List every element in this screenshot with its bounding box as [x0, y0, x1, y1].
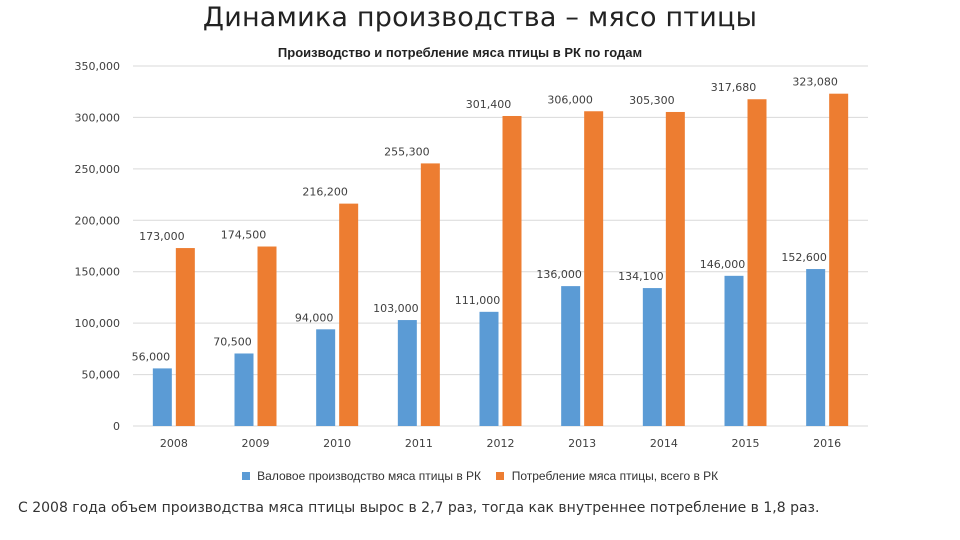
- legend-item-consumption: Потребление мяса птицы, всего в РК: [496, 469, 718, 483]
- production-bar: [152, 368, 172, 426]
- production-bar: [724, 275, 744, 426]
- legend-label-consumption: Потребление мяса птицы, всего в РК: [511, 469, 719, 483]
- production-data-label: 94,000: [295, 311, 334, 324]
- y-tick-label: 350,000: [75, 60, 121, 73]
- x-tick-label: 2010: [323, 437, 351, 450]
- production-bar: [806, 269, 826, 426]
- production-bar: [642, 288, 662, 426]
- x-tick-label: 2008: [160, 437, 188, 450]
- legend-label-production: Валовое производство мяса птицы в РК: [257, 469, 482, 483]
- x-tick-label: 2011: [405, 437, 433, 450]
- production-data-label: 134,100: [618, 270, 664, 283]
- x-tick-label: 2009: [242, 437, 270, 450]
- consumption-bar: [420, 163, 440, 427]
- y-tick-label: 100,000: [75, 317, 121, 330]
- y-tick-label: 150,000: [75, 266, 121, 279]
- y-tick-label: 0: [113, 420, 120, 433]
- y-tick-label: 250,000: [75, 163, 121, 176]
- x-tick-label: 2016: [813, 437, 841, 450]
- production-bar: [316, 329, 336, 426]
- x-tick-label: 2012: [487, 437, 515, 450]
- legend-item-production: Валовое производство мяса птицы в РК: [241, 469, 482, 483]
- chart-title: Производство и потребление мяса птицы в …: [277, 45, 643, 60]
- y-tick-label: 50,000: [82, 369, 121, 382]
- chart-legend: Валовое производство мяса птицы в РК Пот…: [0, 469, 960, 483]
- consumption-data-label: 255,300: [384, 145, 430, 158]
- consumption-data-label: 173,000: [139, 230, 185, 243]
- consumption-data-label: 305,300: [629, 94, 675, 107]
- consumption-bar: [829, 93, 849, 426]
- x-tick-label: 2013: [568, 437, 596, 450]
- consumption-data-label: 216,200: [302, 186, 348, 199]
- production-data-label: 103,000: [373, 302, 419, 315]
- legend-swatch-production: [241, 471, 250, 480]
- y-tick-label: 200,000: [75, 214, 121, 227]
- consumption-bar: [665, 111, 685, 426]
- legend-swatch-consumption: [496, 471, 505, 480]
- consumption-bar: [175, 248, 195, 426]
- consumption-bar: [339, 203, 359, 426]
- production-data-label: 152,600: [781, 251, 827, 264]
- production-data-label: 136,000: [536, 268, 582, 281]
- x-tick-label: 2014: [650, 437, 678, 450]
- consumption-data-label: 301,400: [466, 98, 512, 111]
- consumption-bar: [747, 99, 767, 426]
- consumption-bar: [584, 111, 604, 426]
- consumption-bar: [502, 115, 522, 426]
- production-data-label: 111,000: [455, 294, 501, 307]
- production-bar: [479, 311, 499, 426]
- consumption-bar: [257, 246, 277, 426]
- production-data-label: 146,000: [700, 258, 746, 271]
- production-bar: [561, 286, 581, 426]
- summary-note: С 2008 года объем производства мяса птиц…: [18, 500, 820, 516]
- consumption-data-label: 174,500: [221, 229, 267, 242]
- consumption-data-label: 306,000: [547, 93, 593, 106]
- x-tick-label: 2015: [732, 437, 760, 450]
- slide-title: Динамика производства – мясо птицы: [202, 2, 758, 33]
- production-bar: [234, 353, 254, 426]
- consumption-data-label: 323,080: [792, 76, 838, 89]
- consumption-data-label: 317,680: [711, 81, 757, 94]
- production-data-label: 56,000: [132, 350, 171, 363]
- production-bar: [397, 320, 417, 426]
- production-data-label: 70,500: [213, 335, 252, 348]
- y-tick-label: 300,000: [75, 111, 121, 124]
